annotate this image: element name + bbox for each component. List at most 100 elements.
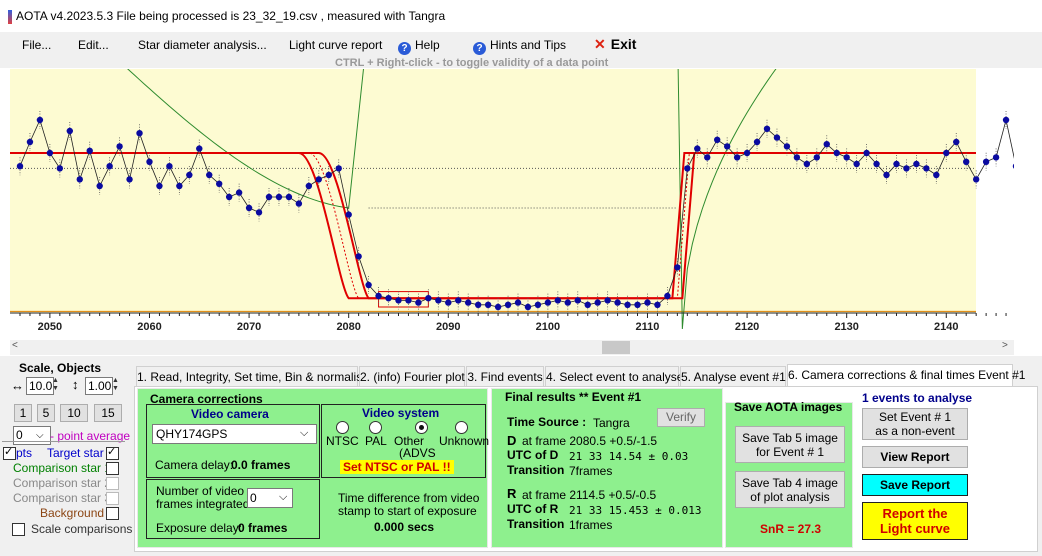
menu-exit[interactable]: ✕ Exit: [594, 36, 636, 53]
pal-label: PAL: [365, 434, 387, 448]
r-transition-label: Transition: [507, 517, 565, 531]
save-report-button[interactable]: Save Report: [862, 474, 968, 496]
scroll-right-arrow-icon[interactable]: >: [1002, 340, 1008, 351]
verify-button[interactable]: Verify: [657, 408, 705, 427]
data-point: [803, 160, 811, 168]
menu-hints[interactable]: ? Hints and Tips: [473, 38, 566, 55]
x-tick-label: 2070: [237, 321, 261, 333]
x-tick-label: 2080: [336, 321, 360, 333]
data-point: [216, 180, 223, 187]
data-point: [465, 299, 472, 306]
camera-select[interactable]: QHY174GPS ⌵: [152, 424, 317, 444]
data-point: [255, 209, 263, 216]
frames-integrated-label-1: Number of video: [156, 484, 245, 498]
data-point: [375, 292, 382, 300]
data-point: [1002, 116, 1010, 124]
comparison-star-1-label: Comparison star 1: [13, 461, 112, 475]
app-icon: [8, 10, 12, 24]
close-icon: ✕: [594, 36, 606, 52]
comparison-star-2-label: Comparison star 2: [13, 476, 112, 490]
data-point: [923, 165, 930, 172]
frames-integrated-select[interactable]: 0 ⌵: [247, 488, 293, 508]
time-difference-value: 0.000 secs: [374, 520, 435, 534]
menu-file[interactable]: File...: [22, 38, 52, 52]
tab-select-event[interactable]: 4. Select event to analyse: [545, 366, 683, 387]
data-point: [335, 165, 342, 172]
data-point: [285, 193, 293, 201]
data-point: [116, 143, 123, 150]
ctrl-click-hint: CTRL + Right-click - to toggle validity …: [335, 57, 609, 69]
background-checkbox[interactable]: [106, 507, 119, 520]
data-point: [823, 141, 830, 148]
save-tab5-image-button[interactable]: Save Tab 5 image for Event # 1: [735, 426, 845, 463]
scale-y-spinner-icon[interactable]: ▲ ▼: [112, 377, 119, 392]
data-point: [813, 154, 820, 161]
tab-find-events[interactable]: 3. Find events: [466, 366, 544, 387]
frames-integrated-label-2: frames integrated: [156, 497, 250, 511]
bin-5-button[interactable]: 5: [37, 404, 55, 422]
comparison-star-3-label: Comparison star 3: [13, 491, 112, 505]
data-point: [654, 301, 661, 308]
scale-x-spinner-icon[interactable]: ▲ ▼: [52, 377, 59, 392]
x-tick-label: 2090: [436, 321, 460, 333]
data-point: [225, 193, 233, 201]
data-point: [76, 176, 83, 183]
data-point: [863, 149, 870, 157]
data-point: [365, 281, 372, 289]
report-light-curve-label-1: Report the: [882, 506, 948, 521]
data-point: [1012, 163, 1014, 169]
chevron-down-icon: ⌵: [300, 427, 309, 439]
pal-radio[interactable]: [369, 421, 382, 434]
view-report-button[interactable]: View Report: [862, 446, 968, 468]
scale-comparisons-checkbox[interactable]: [12, 523, 25, 536]
data-point: [644, 299, 651, 306]
data-point: [405, 297, 412, 304]
data-point: [395, 297, 402, 304]
data-point: [36, 116, 44, 124]
menu-help[interactable]: ? Help: [398, 38, 440, 55]
bin-1-button[interactable]: 1: [14, 404, 32, 422]
tab-camera-corrections[interactable]: 6. Camera corrections & final times Even…: [787, 364, 1025, 387]
set-event-non-event-button[interactable]: Set Event # 1 as a non-event: [862, 408, 968, 440]
tab-analyse-event[interactable]: 5. Analyse event #1: [680, 366, 786, 387]
scale-y-input[interactable]: 1.00: [85, 377, 113, 395]
tab-read-integrity[interactable]: 1. Read, Integrity, Set time, Bin & norm…: [136, 366, 369, 387]
video-system-box: Video system NTSC PAL Other (ADVS Unknow…: [321, 404, 489, 478]
menu-light-curve-report[interactable]: Light curve report: [289, 38, 383, 52]
comparison-star-1-checkbox[interactable]: [106, 462, 119, 475]
camera-corrections-title: Camera corrections: [150, 392, 263, 406]
other-radio[interactable]: [415, 421, 428, 434]
data-point: [963, 158, 970, 165]
data-point: [315, 176, 322, 183]
save-tab4-image-button[interactable]: Save Tab 4 image of plot analysis: [735, 471, 845, 508]
menu-star-diameter[interactable]: Star diameter analysis...: [138, 38, 267, 52]
point-average-select[interactable]: 0 ⌵: [13, 426, 51, 445]
data-point: [455, 297, 462, 304]
tab-fourier-plot[interactable]: 2. (info) Fourier plot: [359, 366, 465, 387]
menu-edit[interactable]: Edit...: [78, 38, 109, 52]
scale-comparisons-label: Scale comparisons: [31, 522, 133, 536]
bin-10-button[interactable]: 10: [60, 404, 88, 422]
unknown-radio[interactable]: [455, 421, 468, 434]
bin-15-button[interactable]: 15: [94, 404, 122, 422]
data-point: [305, 182, 313, 190]
scroll-thumb[interactable]: [602, 341, 630, 354]
scale-x-input[interactable]: 10.0: [26, 377, 54, 395]
ntsc-radio[interactable]: [336, 421, 349, 434]
data-point: [445, 299, 452, 306]
light-curve-chart[interactable]: 2050 2060 2070 2080 2090 2100 2110 2120 2130 2140: [10, 69, 1014, 339]
menu-hints-label: Hints and Tips: [490, 38, 567, 52]
data-point: [504, 301, 512, 308]
time-difference-label-1: Time difference from video: [338, 491, 480, 505]
report-light-curve-button[interactable]: Report the Light curve: [862, 502, 968, 540]
data-point: [913, 160, 920, 168]
scroll-left-arrow-icon[interactable]: <: [12, 340, 18, 351]
target-star-label: Target star: [47, 446, 104, 460]
target-star-checkbox[interactable]: [106, 445, 119, 460]
chart-scrollbar[interactable]: < >: [10, 340, 1014, 355]
data-point: [714, 136, 721, 143]
data-point: [126, 176, 133, 183]
data-point: [494, 303, 502, 311]
pts-checkbox[interactable]: [3, 445, 16, 460]
data-point: [425, 295, 432, 302]
